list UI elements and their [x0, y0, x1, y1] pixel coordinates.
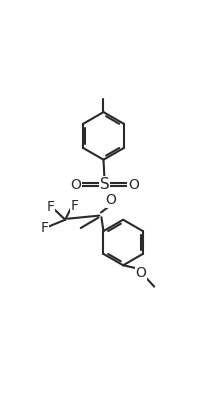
Text: F: F — [47, 200, 54, 214]
Text: O: O — [105, 193, 116, 207]
Text: F: F — [70, 199, 78, 213]
Text: O: O — [70, 177, 81, 192]
Text: O: O — [135, 266, 145, 280]
Text: F: F — [40, 221, 48, 235]
Text: S: S — [99, 177, 109, 192]
Text: O: O — [128, 177, 138, 192]
